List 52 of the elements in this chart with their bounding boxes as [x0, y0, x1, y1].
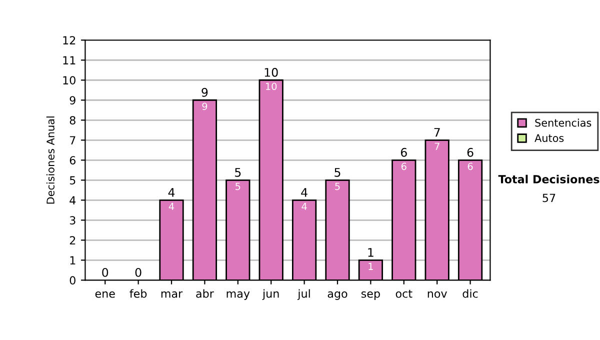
- x-tick-label: dic: [462, 289, 478, 298]
- data-label: 10: [266, 82, 277, 90]
- total-label: 7: [434, 128, 440, 137]
- total-label: 6: [467, 148, 474, 157]
- data-label: 5: [335, 182, 340, 190]
- legend-label: Autos: [534, 134, 564, 142]
- y-tick-label: 6: [70, 156, 76, 165]
- x-tick-label: jul: [297, 289, 310, 300]
- data-label: 6: [401, 162, 406, 170]
- total-label: 5: [235, 168, 241, 177]
- y-tick-label: 11: [63, 56, 76, 64]
- total-label: 10: [264, 68, 278, 77]
- x-tick-label: sep: [361, 291, 380, 300]
- data-label: 5: [236, 182, 240, 190]
- y-tick-label: 7: [70, 136, 76, 144]
- y-tick-label: 4: [70, 196, 76, 204]
- y-tick-label: 3: [70, 216, 76, 225]
- total-label: 1: [368, 248, 374, 257]
- text: Total Decisiones: [498, 174, 600, 184]
- x-tick-label: abr: [196, 289, 214, 298]
- y-tick-label: 0: [70, 276, 76, 285]
- total-label: 6: [400, 148, 407, 157]
- total-label: 9: [202, 88, 208, 97]
- y-tick-label: 1: [70, 256, 76, 264]
- total-label: 0: [135, 268, 142, 277]
- y-axis-title: Decisiones Anual: [46, 116, 54, 204]
- data-label: 6: [468, 162, 473, 170]
- total-label: 5: [334, 168, 340, 177]
- x-tick-label: oct: [396, 290, 412, 298]
- x-tick-label: feb: [130, 289, 147, 298]
- x-tick-label: may: [226, 291, 250, 300]
- x-tick-label: nov: [428, 291, 447, 298]
- data-label: 9: [202, 102, 208, 110]
- legend-label: Sentencias: [535, 118, 592, 127]
- data-label: 7: [434, 142, 440, 150]
- x-tick-label: ene: [95, 291, 115, 298]
- data-label: 4: [168, 202, 174, 210]
- data-label: 1: [368, 262, 373, 270]
- x-tick-label: jun: [262, 289, 279, 300]
- y-tick-label: 8: [70, 116, 76, 125]
- y-tick-label: 5: [70, 176, 76, 185]
- text: 57: [542, 194, 556, 202]
- y-tick-label: 9: [70, 96, 76, 105]
- total-label: 4: [301, 188, 308, 197]
- total-label: 0: [102, 268, 108, 277]
- x-tick-label: ago: [328, 291, 348, 300]
- x-tick-label: mar: [161, 291, 183, 298]
- y-tick-label: 2: [70, 236, 76, 244]
- y-tick-label: 12: [63, 36, 76, 44]
- data-label: 4: [302, 202, 307, 210]
- total-label: 4: [168, 188, 175, 197]
- y-tick-label: 10: [63, 76, 76, 85]
